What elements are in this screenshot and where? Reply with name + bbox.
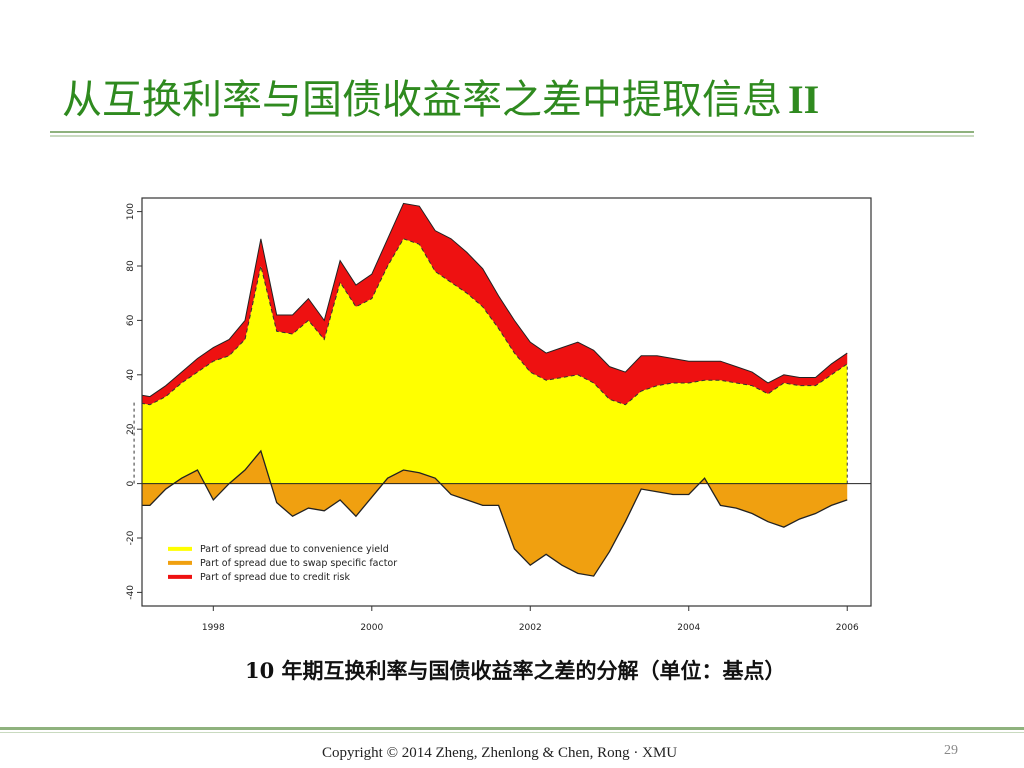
x-tick-label: 2000 [360,623,383,633]
title-divider-shadow [50,135,974,137]
y-tick-label: 80 [126,260,136,272]
legend-credit-risk-label: Part of spread due to credit risk [200,572,350,583]
convenience-yield-line [142,238,848,406]
y-tick-label: 40 [126,369,136,381]
slide-title: 从互换利率与国债收益率之差中提取信息 II [62,72,819,128]
legend-convenience-yield-label: Part of spread due to convenience yield [200,544,389,555]
x-tick-label: 2002 [519,623,542,633]
total-spread-line [142,202,848,398]
y-tick-label: 60 [126,314,136,326]
plot-frame [141,197,872,607]
x-tick-label: 1998 [202,623,225,633]
slide-title-text: 从互换利率与国债收益率之差中提取信息 [62,77,782,123]
y-tick-label: 100 [126,203,136,220]
page-number: 29 [944,743,958,758]
x-tick-label: 2006 [836,623,859,633]
footer-divider-shadow [0,732,1024,733]
x-tick-label: 2004 [677,623,700,633]
copyright-text: Copyright © 2014 Zheng, Zhenlong & Chen,… [322,745,678,761]
swap-factor-line [142,449,848,577]
area-convenience-yield [142,238,848,484]
footer-divider [0,727,1024,730]
spread-decomposition-chart: -40 -20 0 20 40 60 80 100 1998 2000 2002 2004 2006 Pa… [126,197,872,633]
chart-container: -40 -20 0 20 40 60 80 100 1998 2000 2002 2004 2006 Pa… [108,188,888,648]
y-tick-label: -20 [126,530,136,545]
y-tick-label: -40 [126,585,136,600]
y-tick-label: 0 [126,480,136,486]
area-credit-risk [142,203,848,405]
slide-title-suffix: II [788,77,820,122]
y-tick-label: 20 [126,423,136,435]
title-divider [50,131,974,133]
chart-caption: 10 年期互换利率与国债收益率之差的分解（单位：基点） [245,658,786,683]
legend-swap-specific-factor-label: Part of spread due to swap specific fact… [200,558,397,569]
